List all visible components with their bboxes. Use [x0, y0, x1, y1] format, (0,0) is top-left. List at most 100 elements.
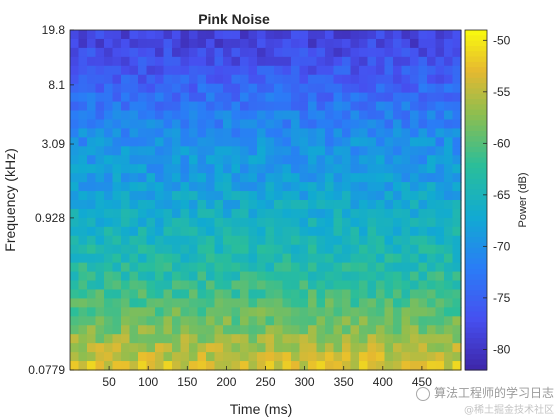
heatmap-cell [291, 244, 301, 255]
heatmap-cell [163, 182, 173, 192]
heatmap-cell [308, 244, 318, 255]
heatmap-cell [410, 191, 420, 201]
heatmap-cell [401, 226, 411, 237]
heatmap-cell [180, 92, 190, 103]
heatmap-cell [121, 110, 131, 121]
heatmap-cell [384, 200, 394, 210]
heatmap-cell [163, 47, 173, 58]
heatmap-cell [444, 352, 454, 362]
heatmap-cell [206, 92, 216, 103]
heatmap-cell [350, 128, 360, 138]
heatmap-cell [291, 352, 301, 362]
heatmap-cell [248, 217, 258, 228]
heatmap-cell [189, 244, 199, 255]
heatmap-cell [172, 298, 182, 308]
heatmap-cell [342, 307, 352, 317]
heatmap-cell [214, 128, 224, 138]
heatmap-cell [410, 343, 420, 353]
heatmap-cell [393, 74, 403, 85]
heatmap-cell [384, 146, 394, 156]
heatmap-cell [248, 200, 258, 210]
heatmap-cell [265, 208, 275, 219]
heatmap-cell [299, 74, 309, 85]
heatmap-cell [95, 361, 105, 371]
heatmap-cell [376, 128, 386, 138]
heatmap-cell [316, 191, 326, 201]
heatmap-cell [78, 182, 88, 192]
heatmap-cell [342, 92, 352, 103]
heatmap-cell [155, 271, 165, 282]
heatmap-cell [223, 128, 233, 138]
heatmap-cell [155, 217, 165, 228]
heatmap-cell [282, 146, 292, 156]
heatmap-cell [359, 119, 369, 130]
heatmap-cell [155, 352, 165, 362]
heatmap-cell [393, 56, 403, 67]
heatmap-cell [444, 128, 454, 138]
heatmap-cell [257, 137, 267, 147]
heatmap-cell [265, 92, 275, 103]
heatmap-cell [435, 262, 445, 273]
heatmap-cell [257, 65, 267, 76]
heatmap-cell [393, 217, 403, 228]
heatmap-cell [376, 253, 386, 264]
heatmap-cell [104, 253, 114, 264]
heatmap-cell [299, 47, 309, 58]
heatmap-cell [376, 298, 386, 308]
heatmap-cell [325, 92, 335, 103]
heatmap-cell [189, 307, 199, 317]
heatmap-cell [180, 56, 190, 67]
heatmap-cell [435, 173, 445, 183]
heatmap-cell [223, 74, 233, 85]
heatmap-cell [231, 65, 241, 76]
heatmap-cell [214, 316, 224, 326]
heatmap-cell [410, 208, 420, 219]
heatmap-cell [282, 137, 292, 147]
heatmap-cell [257, 74, 267, 85]
heatmap-cell [104, 191, 114, 201]
heatmap-cell [206, 352, 216, 362]
heatmap-cell [393, 325, 403, 335]
heatmap-cell [240, 30, 250, 40]
heatmap-cell [197, 200, 207, 210]
heatmap-cell [291, 316, 301, 326]
heatmap-cell [155, 244, 165, 255]
heatmap-cell [299, 182, 309, 192]
heatmap-cell [240, 343, 250, 353]
heatmap-cell [223, 137, 233, 147]
heatmap-cell [214, 56, 224, 67]
heatmap-cell [359, 226, 369, 237]
heatmap-cell [231, 253, 241, 264]
heatmap-cell [291, 226, 301, 237]
heatmap-cell [138, 307, 148, 317]
heatmap-cell [427, 316, 437, 326]
heatmap-cell [138, 325, 148, 335]
heatmap-cell [248, 253, 258, 264]
heatmap-cell [197, 235, 207, 246]
heatmap-cell [325, 200, 335, 210]
heatmap-cell [393, 137, 403, 147]
heatmap-cell [112, 325, 122, 335]
heatmap-cell [401, 182, 411, 192]
heatmap-cell [248, 137, 258, 147]
heatmap-cell [333, 226, 343, 237]
heatmap-cell [274, 146, 284, 156]
heatmap-cell [333, 343, 343, 353]
heatmap-cell [197, 352, 207, 362]
heatmap-cell [138, 352, 148, 362]
heatmap-cell [180, 280, 190, 291]
heatmap-cell [121, 343, 131, 353]
heatmap-cell [189, 83, 199, 94]
heatmap-cell [240, 38, 250, 49]
heatmap-cell [197, 361, 207, 371]
colorbar-segment [465, 125, 487, 132]
heatmap-cell [359, 361, 369, 371]
heatmap-cell [282, 226, 292, 237]
heatmap-cell [223, 307, 233, 317]
heatmap-cell [206, 244, 216, 255]
heatmap-cell [325, 217, 335, 228]
heatmap-cell [325, 361, 335, 371]
colorbar-segment [465, 269, 487, 275]
heatmap-cell [78, 289, 88, 300]
